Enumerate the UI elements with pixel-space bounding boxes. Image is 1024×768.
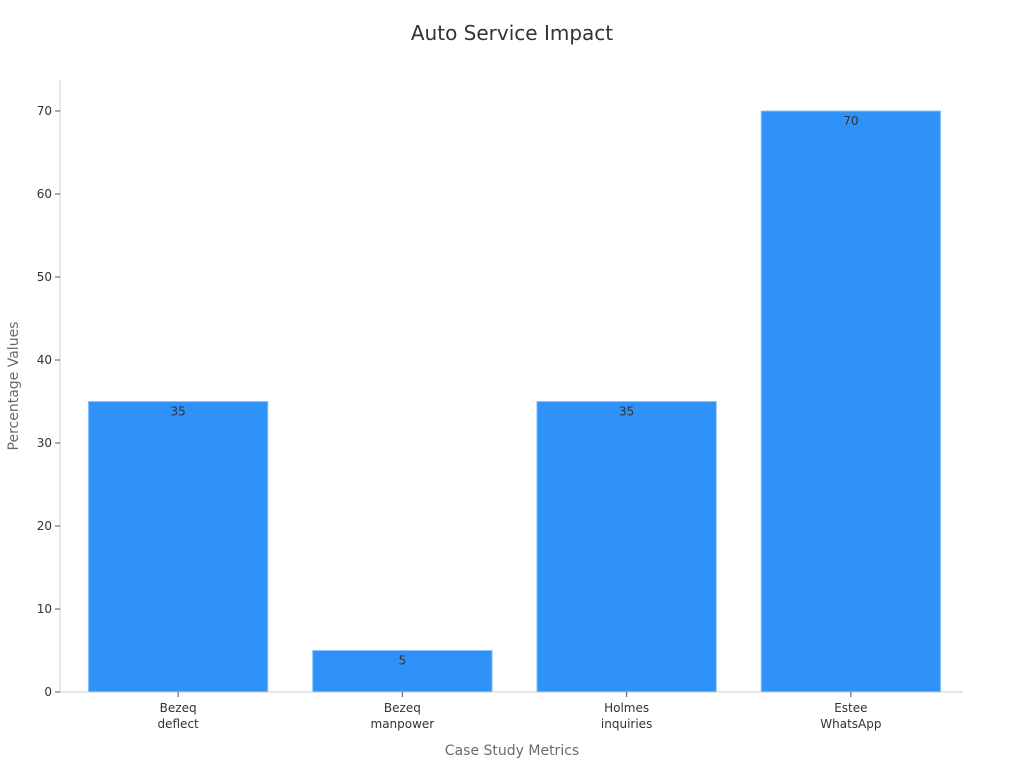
x-tick-label-3: Estee WhatsApp [820, 701, 881, 731]
x-tick-label-line: Bezeq [160, 701, 197, 715]
x-tick-label-1: Bezeq manpower [371, 701, 435, 731]
y-tick-label-4: 40 [37, 353, 52, 367]
x-tick-label-0: Bezeq deflect [158, 701, 200, 731]
bar-3 [760, 110, 942, 693]
data-label-1: 5 [399, 654, 407, 668]
y-tick-label-5: 50 [37, 270, 52, 284]
bars-layer [87, 110, 942, 693]
x-tick-label-line: manpower [371, 717, 435, 731]
y-tick-label-7: 70 [37, 104, 52, 118]
chart-title: Auto Service Impact [411, 21, 613, 45]
bar-1 [312, 650, 493, 693]
x-tick-label-line: Bezeq [384, 701, 421, 715]
y-tick-label-1: 10 [37, 602, 52, 616]
data-label-0: 35 [170, 405, 185, 419]
x-tick-label-2: Holmes inquiries [601, 701, 652, 731]
x-ticks: Bezeq deflect Bezeq manpower Holmes inquiries… [158, 692, 881, 731]
x-tick-label-line: WhatsApp [820, 717, 881, 731]
y-tick-label-6: 60 [37, 187, 52, 201]
x-tick-label-line: Estee [834, 701, 867, 715]
x-tick-label-line: inquiries [601, 717, 652, 731]
x-tick-label-line: Holmes [604, 701, 649, 715]
data-label-2: 35 [619, 405, 634, 419]
y-ticks: 0 10 20 30 40 50 60 70 [37, 104, 60, 699]
bar-0 [87, 401, 269, 693]
x-tick-label-line: deflect [158, 717, 200, 731]
bar-2 [536, 401, 717, 693]
y-tick-label-3: 30 [37, 436, 52, 450]
y-axis-title: Percentage Values [6, 322, 22, 451]
data-labels-layer: 35 5 35 70 [170, 114, 858, 668]
data-label-3: 70 [843, 114, 858, 128]
y-tick-label-0: 0 [44, 685, 52, 699]
y-tick-label-2: 20 [37, 519, 52, 533]
x-axis-title: Case Study Metrics [445, 743, 579, 759]
